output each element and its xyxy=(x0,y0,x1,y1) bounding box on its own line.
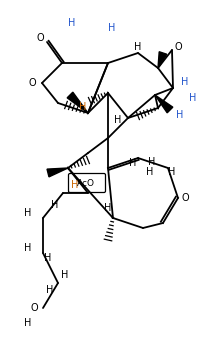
FancyBboxPatch shape xyxy=(69,173,105,193)
Text: H: H xyxy=(114,115,122,125)
Text: H: H xyxy=(51,200,59,210)
Text: H: H xyxy=(24,318,32,328)
Text: H: H xyxy=(24,243,32,253)
Polygon shape xyxy=(155,95,173,113)
Text: H: H xyxy=(134,42,142,52)
Text: H: H xyxy=(148,157,156,167)
Text: O: O xyxy=(174,42,182,52)
Polygon shape xyxy=(67,92,88,113)
Text: H: H xyxy=(104,203,112,213)
Text: O: O xyxy=(30,303,38,313)
Text: H: H xyxy=(108,23,116,33)
Text: H: H xyxy=(176,110,184,120)
Text: O: O xyxy=(28,78,36,88)
Text: H: H xyxy=(44,253,52,263)
Text: O: O xyxy=(36,33,44,43)
Text: H: H xyxy=(71,180,79,190)
Text: H: H xyxy=(168,167,176,177)
Text: H: H xyxy=(181,77,189,87)
Polygon shape xyxy=(158,52,167,68)
Text: H: H xyxy=(79,102,87,112)
Text: O: O xyxy=(181,193,189,203)
Text: AcO: AcO xyxy=(77,178,95,188)
Text: H: H xyxy=(146,167,154,177)
Text: H: H xyxy=(68,18,76,28)
Polygon shape xyxy=(47,168,68,177)
Text: H: H xyxy=(61,270,69,280)
Text: H: H xyxy=(129,158,137,168)
Text: H: H xyxy=(24,208,32,218)
Text: H: H xyxy=(189,93,197,103)
Text: H: H xyxy=(46,285,54,295)
